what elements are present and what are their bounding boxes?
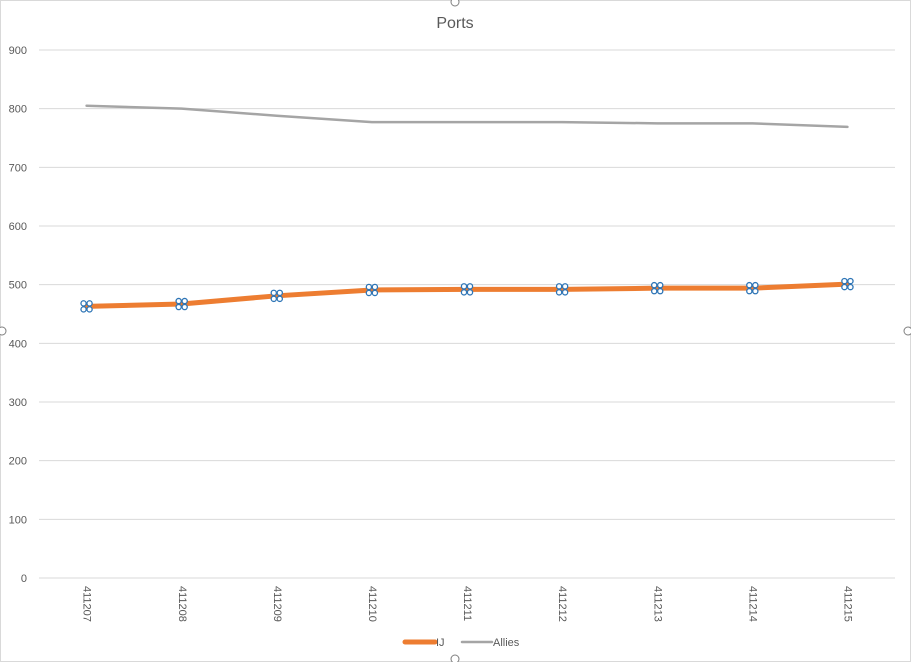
point-handle xyxy=(86,306,93,313)
x-tick-label: 411212 xyxy=(556,586,568,622)
data-point-marker xyxy=(746,281,759,295)
point-handle xyxy=(752,281,759,289)
y-tick-label: 500 xyxy=(9,280,27,292)
x-tick-label: 411207 xyxy=(81,586,93,622)
point-handle xyxy=(80,300,87,307)
x-tick-label: 411211 xyxy=(461,586,473,621)
x-tick-label: 411210 xyxy=(366,586,378,622)
point-handle xyxy=(555,283,563,290)
point-handle xyxy=(847,283,854,291)
legend[interactable]: IJ Allies xyxy=(402,637,520,649)
point-handle xyxy=(460,289,468,296)
point-handle xyxy=(561,289,569,296)
point-handle xyxy=(270,295,278,303)
data-point-marker xyxy=(841,277,854,291)
point-handle xyxy=(746,287,753,295)
data-point-marker xyxy=(365,283,379,297)
y-tick-label: 900 xyxy=(9,45,27,57)
selection-markers xyxy=(80,277,854,313)
x-tick-label: 411215 xyxy=(842,586,854,622)
point-handle xyxy=(466,283,474,290)
point-handle xyxy=(656,287,664,295)
y-tick-label: 600 xyxy=(9,221,27,233)
legend-item-allies: Allies xyxy=(460,637,520,649)
data-point-marker xyxy=(270,289,284,303)
x-tick-label: 411213 xyxy=(651,586,663,622)
point-handle xyxy=(650,287,658,295)
data-point-marker xyxy=(650,281,664,295)
point-handle xyxy=(841,283,848,291)
x-tick-label: 411214 xyxy=(746,586,758,622)
y-tick-label: 300 xyxy=(9,397,27,409)
data-point-marker xyxy=(80,300,93,313)
data-point-marker xyxy=(175,297,188,311)
x-axis-tick-labels: 411207 411208 411209 411210 411211 411212 4112… xyxy=(81,586,854,622)
legend-label: Allies xyxy=(493,637,520,649)
point-handle xyxy=(656,281,664,289)
point-handle xyxy=(80,306,87,313)
series-line-allies xyxy=(85,104,849,129)
y-tick-label: 400 xyxy=(9,338,27,350)
point-handle xyxy=(841,277,848,285)
point-handle xyxy=(276,289,284,297)
point-handle xyxy=(650,281,658,289)
point-handle xyxy=(371,283,379,291)
resize-handle xyxy=(450,0,460,7)
resize-handle xyxy=(450,654,460,662)
resize-handle xyxy=(0,326,7,336)
point-handle xyxy=(466,289,474,296)
y-tick-label: 200 xyxy=(9,456,27,468)
point-handle xyxy=(555,289,563,296)
point-handle xyxy=(181,297,188,305)
point-handle xyxy=(86,300,93,307)
legend-label: IJ xyxy=(436,637,445,649)
x-tick-label: 411209 xyxy=(271,586,283,622)
y-tick-label: 800 xyxy=(9,104,27,116)
point-handle xyxy=(460,283,468,290)
point-handle xyxy=(175,297,182,305)
point-handle xyxy=(365,289,373,297)
series-lines xyxy=(84,104,850,309)
point-handle xyxy=(276,295,284,303)
x-tick-label: 411208 xyxy=(176,586,188,622)
resize-handle xyxy=(903,326,911,336)
point-handle xyxy=(752,287,759,295)
point-handle xyxy=(270,289,278,297)
gridlines xyxy=(39,49,895,579)
y-tick-label: 700 xyxy=(9,162,27,174)
point-handle xyxy=(365,283,373,291)
point-handle xyxy=(847,277,854,285)
point-handle xyxy=(175,303,182,311)
legend-item-ij: IJ xyxy=(402,637,445,649)
series-line-ij xyxy=(84,281,850,309)
data-point-marker xyxy=(555,283,569,296)
point-handle xyxy=(561,283,569,290)
y-tick-label: 100 xyxy=(9,514,27,526)
y-tick-label: 0 xyxy=(21,573,27,585)
point-handle xyxy=(371,289,379,297)
chart-title: Ports xyxy=(436,15,473,32)
data-point-marker xyxy=(460,283,474,296)
point-handle xyxy=(181,303,188,311)
y-axis-tick-labels: 0 100 200 300 400 500 600 700 800 900 xyxy=(9,45,27,585)
point-handle xyxy=(746,281,753,289)
